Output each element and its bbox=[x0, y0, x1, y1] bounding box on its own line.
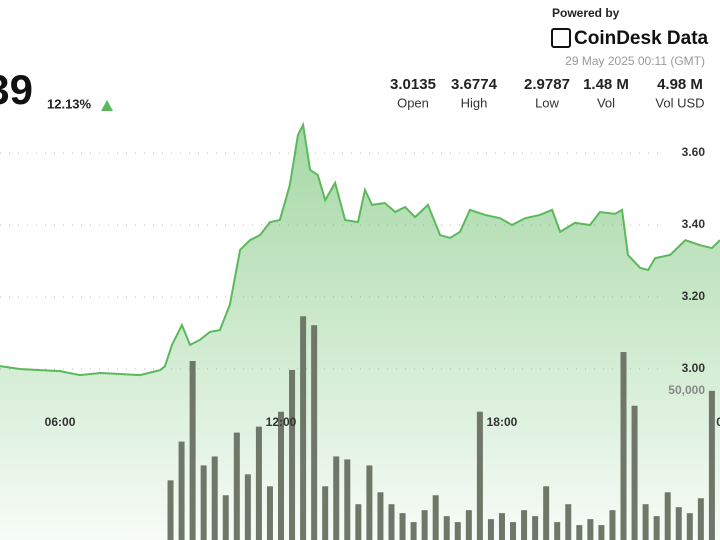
volume-bar bbox=[697, 498, 704, 540]
volume-bar bbox=[200, 465, 207, 540]
stat-label: High bbox=[461, 95, 488, 110]
volume-bar bbox=[233, 432, 240, 540]
x-tick-label: 12:00 bbox=[266, 415, 297, 429]
volume-bar bbox=[642, 504, 649, 540]
brand-logo bbox=[551, 28, 571, 48]
volume-bar bbox=[664, 492, 671, 540]
volume-bar bbox=[322, 486, 329, 540]
volume-bar bbox=[377, 492, 384, 540]
volume-bar bbox=[189, 360, 196, 540]
volume-bar bbox=[587, 519, 594, 540]
volume-bar bbox=[421, 510, 428, 540]
volume-bar bbox=[653, 516, 660, 540]
stat-value: 2.9787 bbox=[524, 76, 570, 93]
timestamp: 29 May 2025 00:11 (GMT) bbox=[565, 54, 705, 68]
x-tick-label: 06:00 bbox=[45, 415, 76, 429]
powered-by: Powered by bbox=[552, 6, 620, 20]
volume-bar bbox=[521, 510, 528, 540]
volume-bar bbox=[255, 426, 262, 540]
stat-label: Open bbox=[397, 95, 429, 110]
volume-bar bbox=[366, 465, 373, 540]
volume-bar bbox=[631, 405, 638, 540]
volume-bar bbox=[311, 325, 318, 540]
x-tick-label: 00 bbox=[716, 415, 720, 429]
x-tick-label: 18:00 bbox=[487, 415, 518, 429]
stat-value: 3.0135 bbox=[390, 76, 436, 93]
volume-bar bbox=[598, 525, 605, 540]
volume-bar bbox=[675, 507, 682, 540]
stat-label: Vol USD bbox=[655, 95, 704, 110]
volume-bar bbox=[576, 525, 583, 540]
y-tick-label: 3.00 bbox=[682, 361, 706, 375]
volume-bar bbox=[178, 441, 185, 540]
volume-bar bbox=[244, 474, 251, 540]
volume-bar bbox=[443, 516, 450, 540]
volume-bar bbox=[278, 411, 285, 540]
change: 12.13% bbox=[47, 96, 92, 111]
volume-bar bbox=[454, 522, 461, 540]
volume-bar bbox=[476, 411, 483, 540]
volume-bar bbox=[532, 516, 539, 540]
volume-bar bbox=[333, 456, 340, 540]
price-line bbox=[0, 121, 720, 377]
volume-bar bbox=[543, 486, 550, 540]
volume-bar bbox=[487, 519, 494, 540]
volume-bar bbox=[289, 369, 296, 540]
volume-bar bbox=[686, 513, 693, 540]
volume-bar bbox=[300, 316, 307, 540]
volume-bar bbox=[609, 510, 616, 540]
stat-label: Vol bbox=[597, 95, 615, 110]
volume-bar bbox=[222, 495, 229, 540]
volume-bar bbox=[620, 352, 627, 540]
y-tick-label: 3.20 bbox=[682, 289, 706, 303]
y-tick-label: 3.60 bbox=[682, 145, 706, 159]
stat-label: Low bbox=[535, 95, 559, 110]
stat-value: 4.98 M bbox=[657, 76, 703, 93]
volume-bar bbox=[266, 486, 273, 540]
stat-value: 1.48 M bbox=[583, 76, 629, 93]
volume-bar bbox=[211, 456, 218, 540]
volume-bar bbox=[388, 504, 395, 540]
price-area bbox=[0, 124, 720, 540]
volume-bar bbox=[498, 513, 505, 540]
volume-bar bbox=[565, 504, 572, 540]
up-arrow bbox=[101, 100, 113, 111]
y-tick-label: 3.40 bbox=[682, 217, 706, 231]
volume-bar bbox=[410, 522, 417, 540]
volume-bar bbox=[465, 510, 472, 540]
y2-tick-label: 50,000 bbox=[668, 383, 705, 397]
volume-bar bbox=[432, 495, 439, 540]
volume-bar bbox=[510, 522, 517, 540]
volume-bar bbox=[554, 522, 561, 540]
brand: CoinDesk Data bbox=[574, 28, 709, 49]
volume-bar bbox=[355, 504, 362, 540]
volume-bar bbox=[708, 390, 715, 540]
volume-bar bbox=[399, 513, 406, 540]
volume-bar bbox=[167, 480, 174, 540]
price: 39 bbox=[0, 66, 33, 113]
stat-value: 3.6774 bbox=[451, 76, 498, 93]
volume-bar bbox=[344, 459, 351, 540]
